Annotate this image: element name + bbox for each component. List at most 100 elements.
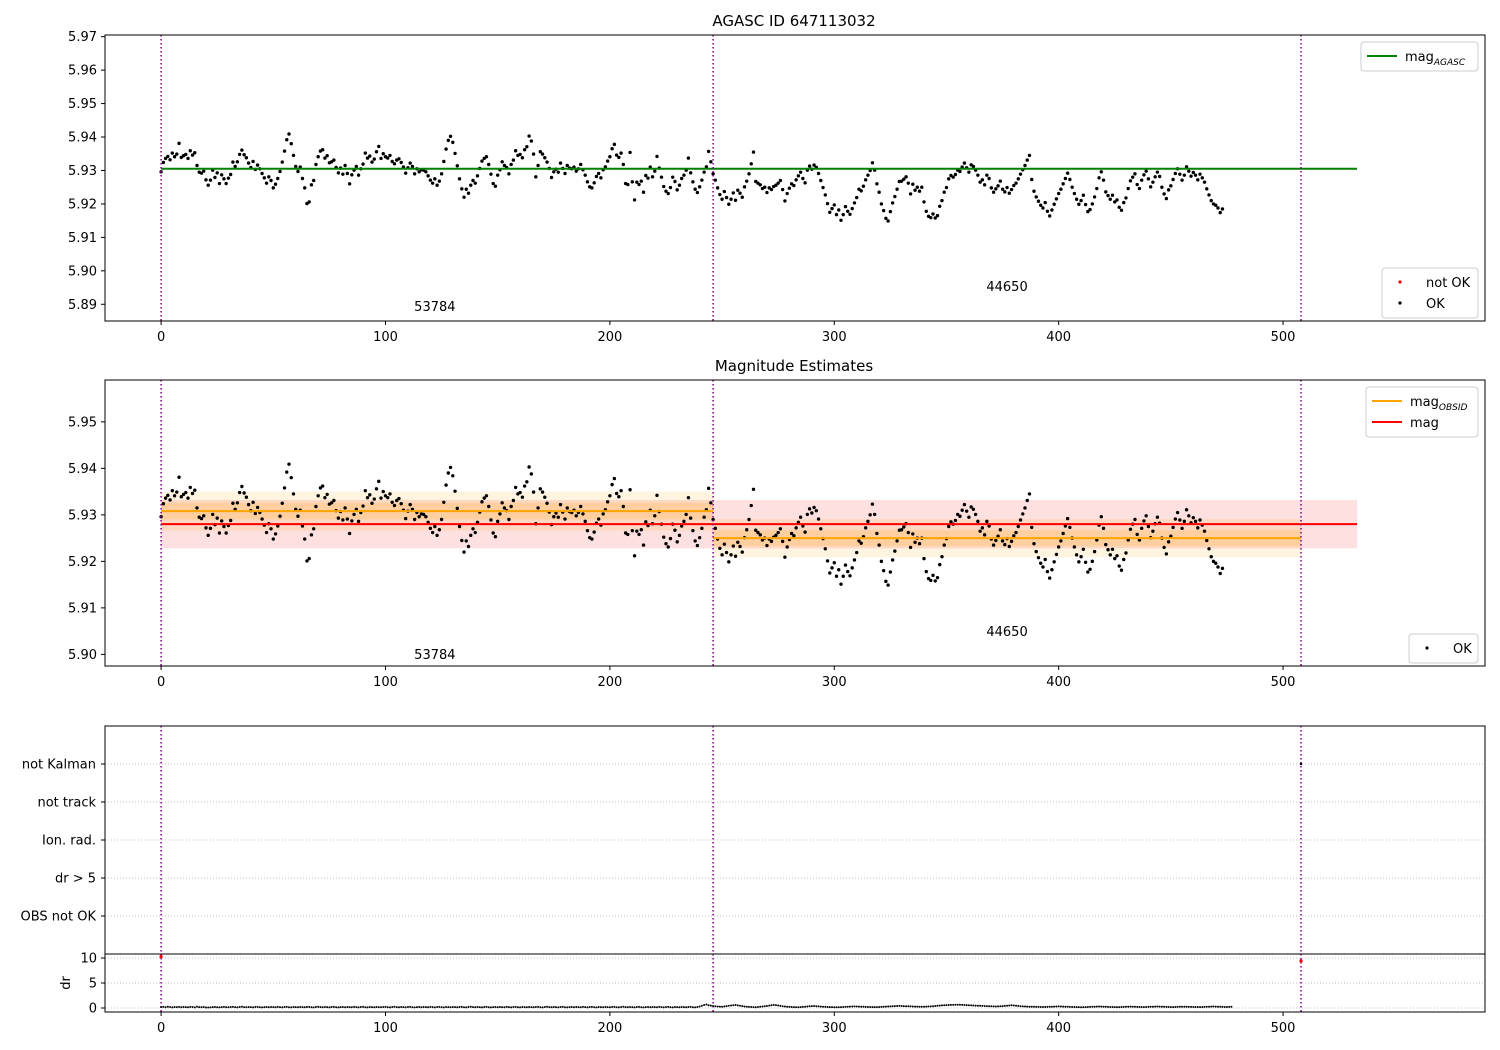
panel-2-point <box>1106 548 1110 552</box>
panel-4-point <box>664 1006 667 1009</box>
panel-1-point <box>500 160 504 164</box>
panel-4-point <box>485 1005 488 1008</box>
panel-1-point <box>1166 188 1171 192</box>
panel-4-point <box>530 1006 533 1009</box>
panel-1-point <box>785 191 789 196</box>
panel-1-point <box>311 178 316 183</box>
panel-4-point <box>1151 1005 1154 1008</box>
panel-4-point <box>658 1005 661 1008</box>
panel-4-point <box>777 1004 780 1007</box>
panel-1-point <box>193 151 197 155</box>
panel-2-point <box>291 492 296 496</box>
panel-4-point <box>543 1006 546 1008</box>
panel-1-point <box>170 151 175 155</box>
panel-1-point <box>1027 153 1032 158</box>
panel-4-point <box>207 1006 210 1009</box>
panel-2-point <box>1211 559 1216 564</box>
panel-1-point <box>1007 191 1011 195</box>
panel-1-point <box>316 155 320 159</box>
panel-2-point <box>211 512 215 517</box>
panel-2-point <box>289 475 293 480</box>
panel-4-point <box>496 1006 499 1009</box>
panel-1-point <box>1128 179 1133 183</box>
panel-2-point <box>1209 555 1213 559</box>
panel-1-point <box>282 149 287 153</box>
panel-1-point <box>920 185 924 189</box>
panel-4-point <box>283 1006 286 1009</box>
panel-1-point <box>278 169 282 174</box>
panel-4-point <box>1201 1006 1204 1008</box>
panel-1-point <box>1014 181 1018 185</box>
panel-1-point <box>558 161 563 165</box>
panel-4-flagged-point <box>1299 959 1303 963</box>
panel-4-point <box>308 1005 311 1008</box>
panel-1-point <box>1196 178 1200 182</box>
panel-1-point <box>877 190 881 194</box>
panel-4-point <box>1059 1005 1062 1008</box>
panel-4-point <box>707 1004 710 1007</box>
panel-2-point <box>208 526 213 531</box>
panel-1-point <box>1088 207 1092 212</box>
panel-4-point <box>1046 1005 1049 1008</box>
panel-4-point <box>1165 1005 1168 1008</box>
panel-1-point <box>574 169 578 173</box>
panel-1-point <box>837 208 841 212</box>
panel-1-point <box>982 183 987 187</box>
panel-2-point <box>1039 561 1043 565</box>
panel-1-point <box>527 134 531 138</box>
panel-1-point <box>549 175 554 180</box>
panel-1-point <box>273 182 278 186</box>
panel-2-point <box>1155 515 1160 519</box>
panel-4-point <box>656 1006 658 1009</box>
panel-2-points <box>159 462 1225 587</box>
panel-4-point <box>1021 1005 1024 1008</box>
panel-4-point <box>258 1006 261 1009</box>
panel-1-point <box>938 204 942 208</box>
panel-1-point <box>731 191 735 195</box>
panel-2-point <box>271 537 275 541</box>
panel-4-point <box>923 1005 926 1008</box>
panel-4-point <box>445 1006 448 1008</box>
panel-4-point <box>386 1006 389 1009</box>
panel-4-point <box>1178 1005 1181 1008</box>
panel-1-point <box>1124 196 1128 200</box>
panel-4-point <box>709 1004 712 1007</box>
panel-1-point <box>1220 207 1225 211</box>
panel-1-point <box>1086 209 1090 214</box>
panel-2-x-tick-label: 100 <box>373 675 398 690</box>
panel-1-point <box>430 181 435 185</box>
panel-3-category-axis: OBS not OK dr > 5 Ion. rad. not track not Ka… <box>21 758 105 925</box>
panel-1-point <box>509 162 513 167</box>
panel-1-point <box>774 183 778 187</box>
panel-2-point <box>684 512 688 517</box>
panel-2-point <box>812 505 816 510</box>
panel-1-point <box>612 142 617 147</box>
panel-4-point <box>222 1005 225 1008</box>
panel-2-point <box>805 512 810 517</box>
panel-2-point <box>175 490 179 494</box>
panel-2-point <box>798 515 803 519</box>
panel-1-point <box>924 209 928 213</box>
panel-2-point <box>1095 538 1099 542</box>
panel-4-point <box>458 1006 461 1009</box>
panel-4-point <box>918 1005 921 1008</box>
panel-1-legend-marker <box>1398 280 1402 284</box>
panel-4-point <box>1172 1006 1175 1009</box>
panel-4-point <box>900 1005 903 1007</box>
panel-4-point <box>433 1006 436 1009</box>
panel-2-point <box>1000 539 1005 543</box>
panel-2-point <box>1025 498 1029 503</box>
panel-2-point <box>837 568 841 572</box>
panel-2-point <box>513 485 518 490</box>
panel-4-point <box>642 1006 645 1009</box>
panel-2-point <box>206 533 210 538</box>
panel-4-point <box>276 1005 279 1008</box>
panel-2-point <box>545 501 549 505</box>
panel-4-point <box>182 1006 185 1008</box>
panel-1-point <box>545 160 549 164</box>
panel-1-point <box>866 173 870 177</box>
panel-2-point <box>794 526 798 530</box>
panel-2-point <box>850 566 854 570</box>
panel-1-point <box>1202 180 1207 184</box>
panel-1-point <box>635 180 639 184</box>
